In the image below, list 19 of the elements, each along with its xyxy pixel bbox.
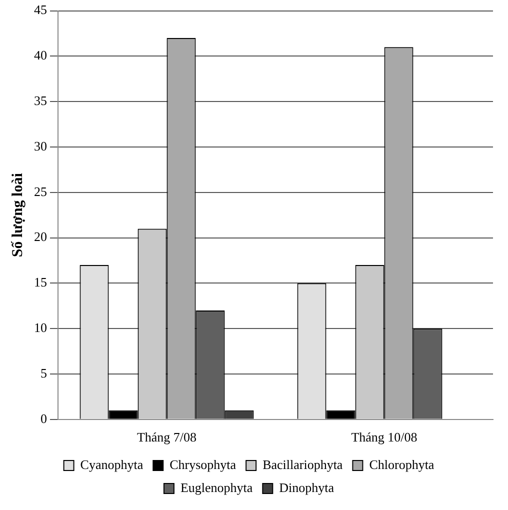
legend-label: Chlorophyta (369, 456, 434, 472)
x-tick-label: Tháng 7/08 (136, 430, 197, 445)
legend-label: Chrysophyta (170, 456, 236, 472)
legend-label: Euglenophyta (180, 480, 253, 495)
x-tick-label: Tháng 10/08 (351, 430, 418, 445)
y-tick-label: 30 (34, 138, 47, 154)
legend-label: Dinophyta (279, 480, 334, 495)
y-tick-label: 20 (34, 229, 47, 244)
y-tick-label: 40 (34, 48, 47, 63)
y-tick-label: 10 (34, 320, 47, 336)
y-tick-label: 45 (34, 2, 47, 18)
legend-label: Cyanophyta (80, 456, 144, 472)
y-tick-label: 35 (34, 93, 47, 108)
y-tick-label: 15 (34, 274, 47, 290)
y-tick-label: 25 (34, 184, 47, 199)
y-tick-label: 0 (40, 410, 47, 426)
legend-label: Bacillariophyta (262, 456, 343, 472)
y-axis-title: Số lượng loài (10, 173, 26, 258)
y-tick-label: 5 (40, 365, 47, 380)
